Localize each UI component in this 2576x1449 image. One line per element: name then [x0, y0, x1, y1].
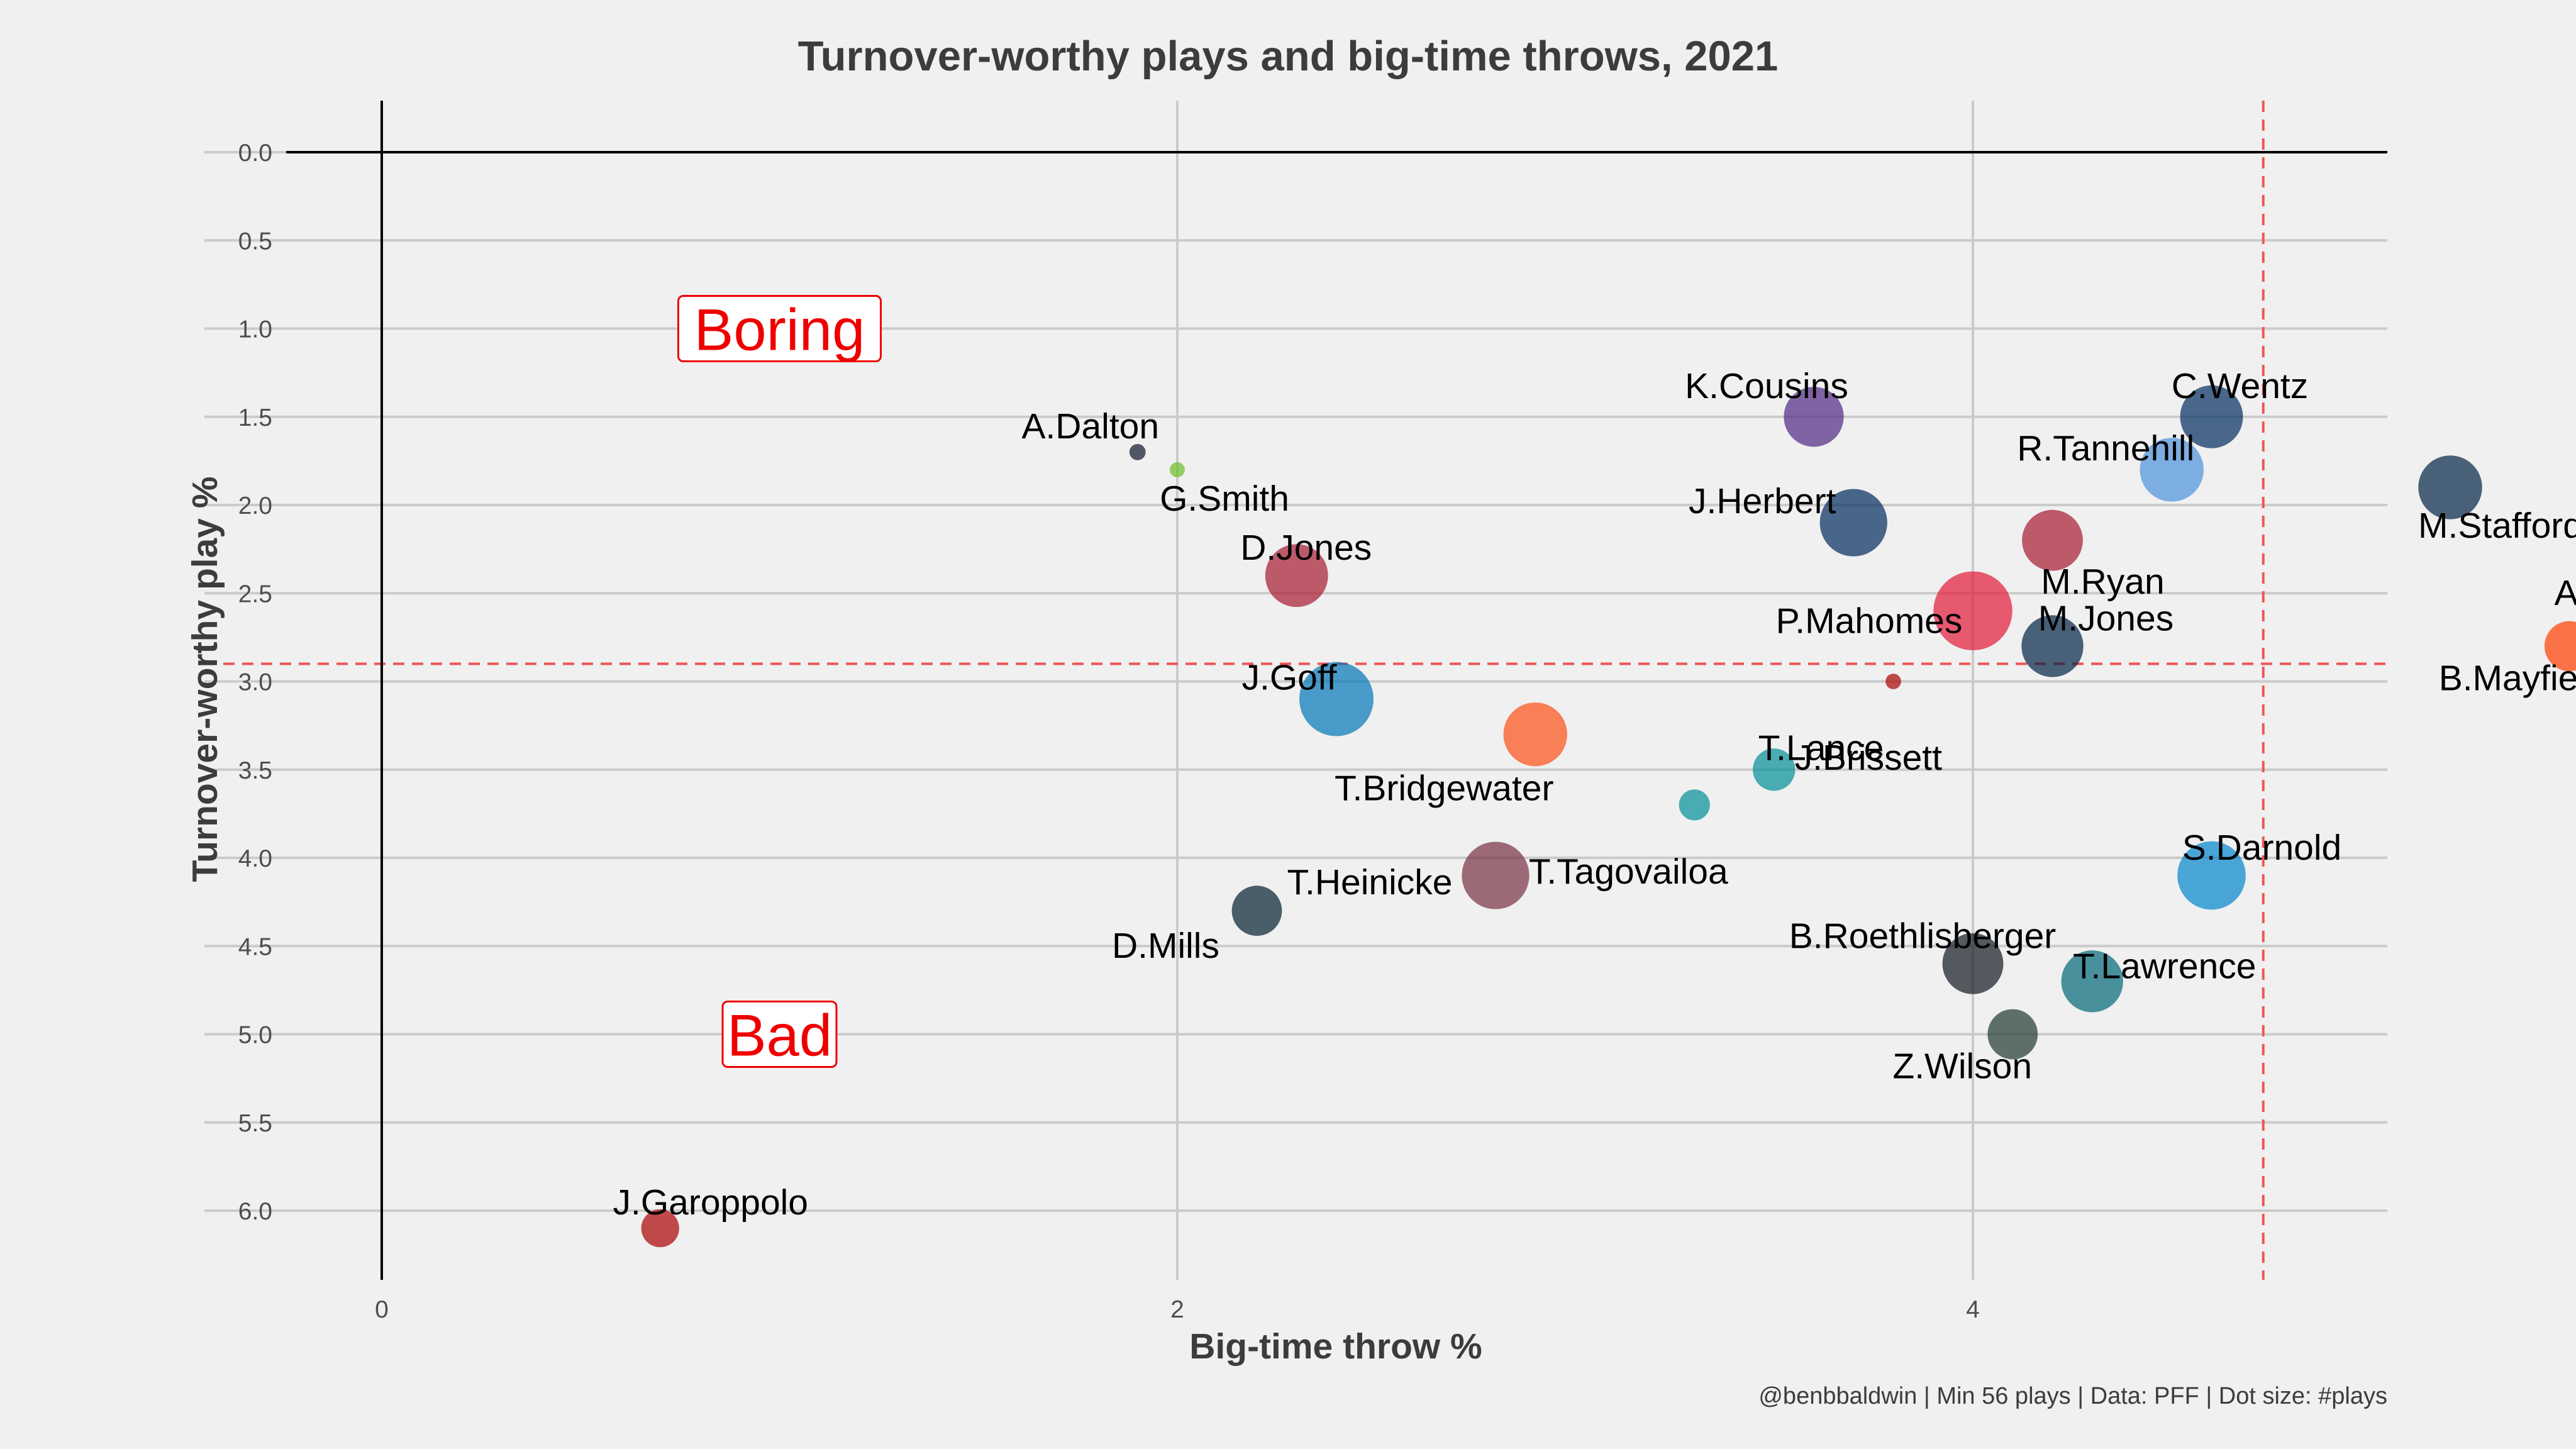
data-point [2180, 385, 2243, 448]
x-tick-label: 4 [1966, 1296, 1980, 1323]
data-point [2061, 950, 2123, 1013]
y-tick-label: 2.0 [238, 492, 272, 519]
point-label: T.Lawrence [2073, 946, 2257, 986]
data-point [2021, 615, 2084, 677]
point-label: M.Ryan [2041, 562, 2164, 602]
data-point [2140, 438, 2204, 502]
axes [286, 101, 2387, 1280]
chart-caption: @benbbaldwin | Min 56 plays | Data: PFF … [1758, 1383, 2387, 1409]
quadrant-label-box [677, 295, 882, 362]
point-label: A.Dalton [1021, 406, 1159, 447]
quadrant-labels: BoringGoodBadRisk-takers [677, 295, 882, 1069]
y-tick-label: 0.5 [238, 228, 272, 255]
data-point [1299, 662, 1374, 736]
y-tick-label: 4.5 [238, 933, 272, 960]
data-point [1231, 886, 1282, 936]
data-point [1679, 789, 1710, 821]
y-tick-label: 2.5 [238, 580, 272, 608]
x-axis-title: Big-time throw % [1189, 1326, 1482, 1367]
point-label: D.Jones [1240, 528, 1372, 568]
data-point [1819, 489, 1887, 557]
point-label: M.Stafford [2418, 506, 2576, 546]
quadrant-label: Boring [677, 295, 882, 363]
quadrant-label: Bad [721, 1001, 838, 1069]
point-label: Z.Wilson [1892, 1046, 2032, 1087]
reference-lines [204, 101, 2387, 1280]
data-point [1265, 544, 1328, 608]
point-label: G.Smith [1160, 479, 1289, 519]
point-label: J.Goff [1241, 658, 1336, 698]
x-tick-label: 2 [1170, 1296, 1184, 1323]
point-label: M.Jones [2038, 598, 2174, 638]
point-label: C.Wentz [2172, 366, 2309, 406]
data-point [1170, 462, 1185, 477]
point-label: K.Cousins [1685, 366, 1848, 406]
data-point [1987, 1009, 2038, 1060]
point-label: B.Mayfield [2439, 658, 2576, 698]
y-tick-label: 1.0 [238, 316, 272, 343]
point-labels: R.WilsonT.BradyK.MurrayD.CarrK.CousinsC.… [613, 366, 2576, 1223]
data-point [1462, 841, 1530, 909]
point-label: T.Lance [1758, 728, 1884, 769]
tick-labels: 02468100.00.51.01.52.02.53.03.54.04.55.0… [238, 140, 1980, 1323]
point-label: J.Herbert [1689, 481, 1836, 521]
data-point [1933, 571, 2012, 651]
y-tick-label: 0.0 [238, 140, 272, 167]
y-tick-label: 6.0 [238, 1198, 272, 1225]
quadrant-label-text: Boring [694, 297, 865, 363]
point-label: T.Heinicke [1287, 862, 1453, 902]
point-label: T.Bridgewater [1335, 769, 1554, 809]
y-tick-label: 4.0 [238, 845, 272, 872]
y-tick-label: 5.5 [238, 1110, 272, 1137]
data-point [1503, 702, 1567, 767]
point-label: R.Tannehill [2017, 428, 2194, 469]
point-label: J.Brissett [1795, 738, 1943, 778]
data-point [1129, 443, 1146, 460]
point-label: T.Tagovailoa [1529, 852, 1728, 892]
x-tick-label: 0 [375, 1296, 389, 1323]
data-point [1885, 674, 1901, 689]
data-point [2022, 509, 2083, 571]
point-label: B.Roethlisberger [1789, 916, 2057, 956]
y-axis-title: Turnover-worthy play % [185, 476, 225, 882]
quadrant-label-text: Bad [727, 1002, 832, 1069]
data-point [1753, 748, 1796, 791]
data-point [1784, 387, 1844, 447]
point-label: S.Darnold [2182, 828, 2341, 868]
data-points [641, 385, 2576, 1248]
y-tick-label: 3.5 [238, 757, 272, 784]
chart-title: Turnover-worthy plays and big-time throw… [798, 33, 1779, 80]
point-label: Aa.Rodgers [2554, 573, 2576, 613]
data-point [2177, 841, 2246, 910]
data-point [1942, 933, 2004, 994]
point-label: D.Mills [1112, 926, 1219, 966]
quadrant-label-box [721, 1001, 838, 1068]
point-label: J.Garoppolo [613, 1182, 808, 1223]
data-point [2418, 455, 2482, 519]
y-tick-label: 1.5 [238, 404, 272, 431]
data-point [2544, 621, 2576, 672]
data-point [641, 1209, 679, 1248]
y-tick-label: 5.0 [238, 1022, 272, 1049]
point-label: P.Mahomes [1776, 601, 1963, 641]
y-tick-label: 3.0 [238, 669, 272, 696]
